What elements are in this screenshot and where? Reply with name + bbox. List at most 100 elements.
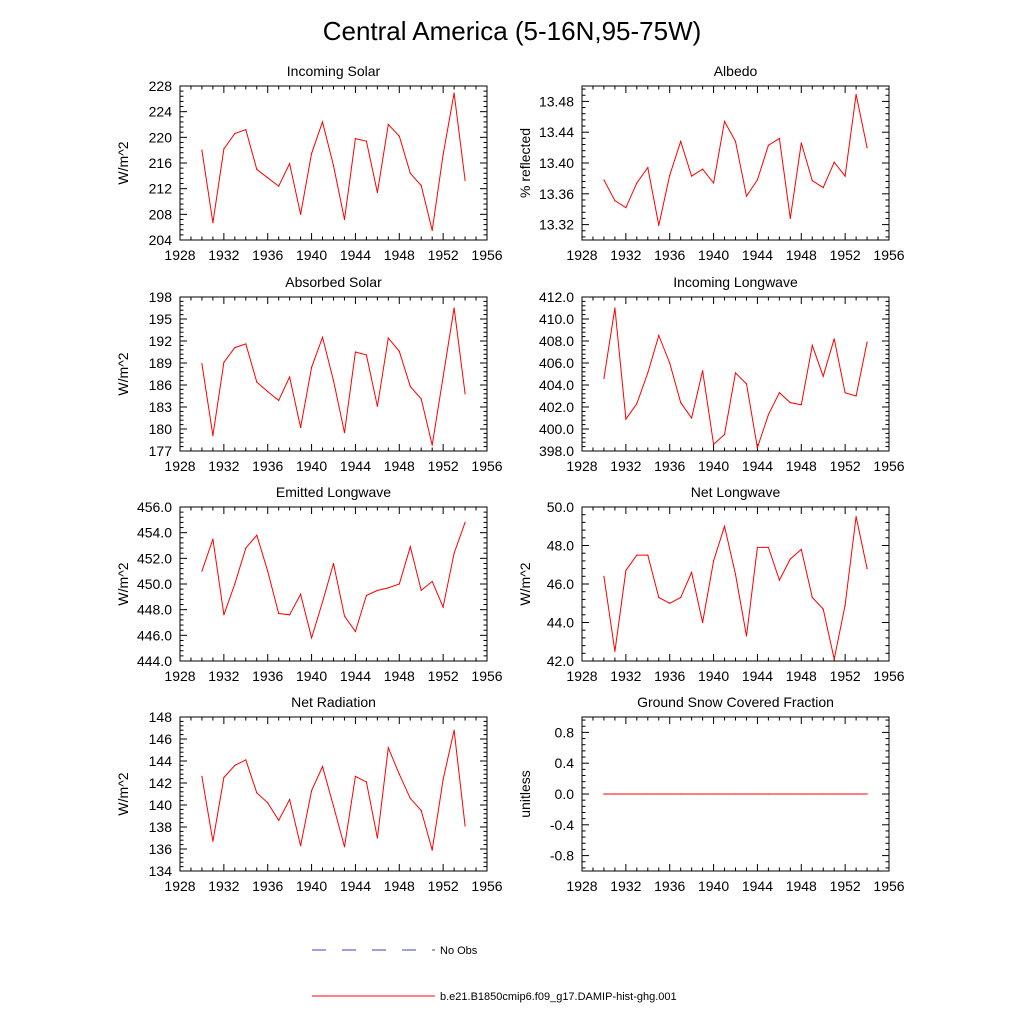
- data-point: [234, 132, 236, 135]
- data-point: [245, 759, 247, 761]
- data-point: [256, 381, 258, 383]
- series-line: [201, 522, 466, 640]
- figure-title: Central America (5-16N,95-75W): [323, 16, 702, 46]
- y-tick-label: 13.36: [539, 186, 574, 202]
- x-tick-label: 1952: [830, 668, 861, 684]
- data-point: [420, 184, 422, 187]
- panel-incoming-longwave: Incoming Longwave 1928 1932 1936 1940 1944 194…: [539, 274, 905, 474]
- data-point: [431, 580, 433, 583]
- y-tick-label: 142: [149, 775, 173, 791]
- data-point: [442, 779, 444, 781]
- data-point: [256, 534, 258, 536]
- data-point: [387, 747, 389, 749]
- data-point: [420, 398, 422, 400]
- data-point: [691, 571, 693, 574]
- data-point: [822, 187, 824, 189]
- data-point: [464, 393, 466, 395]
- data-point: [453, 92, 455, 94]
- x-tick-label: 1948: [384, 878, 415, 894]
- x-tick-label: 1940: [296, 247, 327, 263]
- data-point: [767, 546, 769, 549]
- y-tick-label: 216: [149, 155, 173, 171]
- series-line: [201, 730, 466, 851]
- y-tick-label: 450.0: [137, 576, 172, 592]
- data-point: [223, 361, 225, 363]
- x-tick-label: 1936: [654, 458, 685, 474]
- data-point: [442, 154, 444, 156]
- data-point: [278, 185, 280, 187]
- data-point: [844, 604, 846, 606]
- data-point: [789, 217, 791, 220]
- data-point: [398, 350, 400, 352]
- series-line: [603, 94, 868, 226]
- data-point: [409, 172, 411, 174]
- data-point: [343, 432, 346, 434]
- y-tick-label: 180: [149, 421, 173, 437]
- y-axis-label: W/m^2: [115, 772, 131, 815]
- data-point: [289, 798, 291, 801]
- data-point: [267, 391, 269, 393]
- data-point: [376, 589, 378, 592]
- data-point: [734, 140, 737, 143]
- data-point: [332, 164, 335, 167]
- series-line: [603, 307, 868, 448]
- data-point: [300, 213, 302, 215]
- data-point: [398, 135, 400, 137]
- series-line: [201, 307, 466, 446]
- y-axis-label: W/m^2: [115, 562, 131, 605]
- x-tick-label: 1932: [610, 668, 641, 684]
- data-point: [778, 579, 780, 581]
- data-point: [376, 191, 378, 194]
- data-point: [420, 809, 422, 812]
- data-point: [833, 161, 835, 163]
- data-point: [212, 222, 214, 224]
- data-point: [464, 825, 466, 827]
- data-point: [789, 402, 791, 404]
- y-axis-label: W/m^2: [115, 141, 131, 184]
- y-tick-label: 408.0: [539, 333, 574, 349]
- data-point: [712, 443, 715, 445]
- y-tick-label: 406.0: [539, 355, 574, 371]
- data-point: [734, 372, 737, 374]
- data-point: [343, 846, 346, 848]
- data-point: [354, 630, 357, 633]
- data-point: [625, 418, 627, 420]
- data-point: [310, 637, 313, 639]
- data-point: [767, 144, 769, 146]
- x-tick-label: 1952: [428, 247, 459, 263]
- x-tick-label: 1944: [742, 247, 773, 263]
- data-point: [723, 525, 726, 527]
- data-point: [603, 793, 605, 795]
- x-tick-label: 1956: [471, 668, 502, 684]
- y-tick-label: -0.4: [550, 817, 574, 833]
- data-point: [855, 395, 857, 397]
- x-tick-label: 1932: [208, 668, 239, 684]
- data-point: [833, 658, 835, 660]
- data-point: [756, 546, 759, 549]
- x-tick-label: 1952: [428, 668, 459, 684]
- data-point: [614, 793, 616, 795]
- data-point: [201, 363, 203, 365]
- data-point: [745, 195, 748, 197]
- data-point: [723, 120, 726, 123]
- legend-model-label: b.e21.B1850cmip6.f09_g17.DAMIP-hist-ghg.…: [440, 991, 677, 1003]
- data-point: [289, 614, 291, 616]
- y-axis-label: unitless: [517, 770, 533, 817]
- data-point: [212, 538, 214, 540]
- data-point: [789, 558, 791, 560]
- data-point: [811, 344, 813, 346]
- x-tick-label: 1928: [164, 878, 195, 894]
- data-point: [636, 403, 638, 405]
- data-point: [669, 793, 671, 795]
- x-tick-label: 1948: [786, 878, 817, 894]
- data-point: [387, 587, 389, 589]
- data-point: [234, 764, 236, 767]
- data-point: [289, 163, 291, 165]
- data-point: [201, 570, 203, 572]
- plot-frame: [179, 506, 488, 662]
- y-tick-label: 13.48: [539, 93, 574, 109]
- x-tick-label: 1944: [742, 878, 773, 894]
- x-tick-label: 1956: [873, 247, 904, 263]
- data-point: [844, 793, 846, 795]
- data-point: [614, 307, 616, 309]
